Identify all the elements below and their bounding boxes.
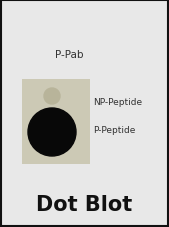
Text: P-Pab: P-Pab bbox=[55, 50, 83, 60]
Text: Dot Blot: Dot Blot bbox=[36, 194, 132, 214]
Circle shape bbox=[28, 109, 76, 156]
Circle shape bbox=[44, 89, 60, 105]
Text: NP-Peptide: NP-Peptide bbox=[93, 98, 142, 107]
Bar bbox=[22, 80, 90, 164]
Text: P-Peptide: P-Peptide bbox=[93, 126, 135, 135]
